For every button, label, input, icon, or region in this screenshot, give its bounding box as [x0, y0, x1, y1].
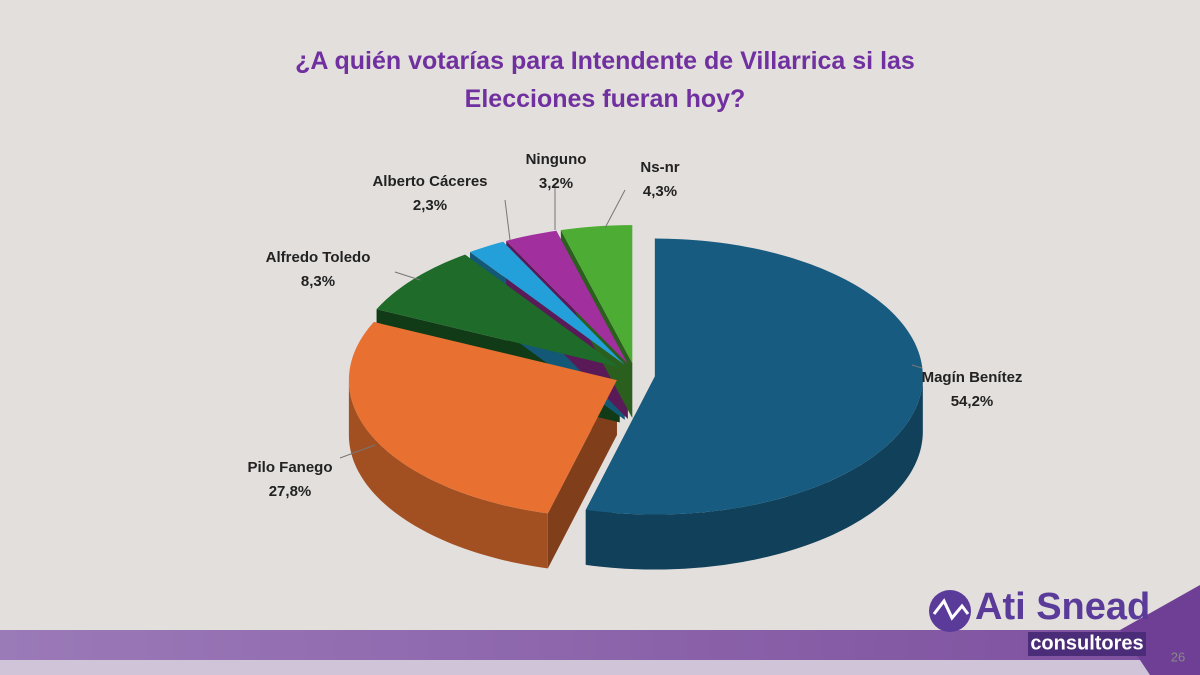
leader-line [504, 199, 511, 241]
footer-strip [0, 660, 1200, 675]
slice [585, 238, 923, 515]
slice-side [585, 376, 923, 570]
logo-name: Ati Snead [975, 586, 1150, 628]
slice [376, 254, 620, 368]
logo-tagline: consultores [1030, 632, 1143, 654]
chart-title: ¿A quién votarías para Intendente de Vil… [295, 47, 915, 113]
slice-label: Ninguno [526, 151, 587, 168]
slice-tops [348, 225, 923, 515]
logo-tag-box [1028, 632, 1146, 656]
leader-line [339, 444, 376, 459]
slice [560, 225, 633, 364]
slice-value-label: 4,3% [643, 183, 677, 200]
page-number: 26 [1171, 649, 1185, 664]
slice-label: Alberto Cáceres [372, 173, 487, 190]
leader-line [911, 364, 923, 369]
slice-value-label: 2,3% [413, 197, 447, 214]
slice-value-label: 8,3% [301, 273, 335, 290]
leader-line [604, 189, 626, 229]
leader-line [394, 271, 421, 281]
slice [470, 241, 625, 365]
logo-icon-line [932, 598, 970, 621]
slice [506, 230, 628, 364]
slice-value-label: 3,2% [539, 175, 573, 192]
slice-label: Alfredo Toledo [266, 249, 371, 266]
slice-side [348, 380, 548, 569]
slice-value-label: 27,8% [269, 483, 312, 500]
slice-label: Ns-nr [640, 159, 679, 176]
slice [348, 321, 617, 514]
slice-label: Pilo Fanego [247, 459, 332, 476]
slice-value-label: 54,2% [951, 393, 994, 410]
slice-label: Magín Benítez [922, 369, 1023, 386]
footer-band [0, 630, 1200, 660]
